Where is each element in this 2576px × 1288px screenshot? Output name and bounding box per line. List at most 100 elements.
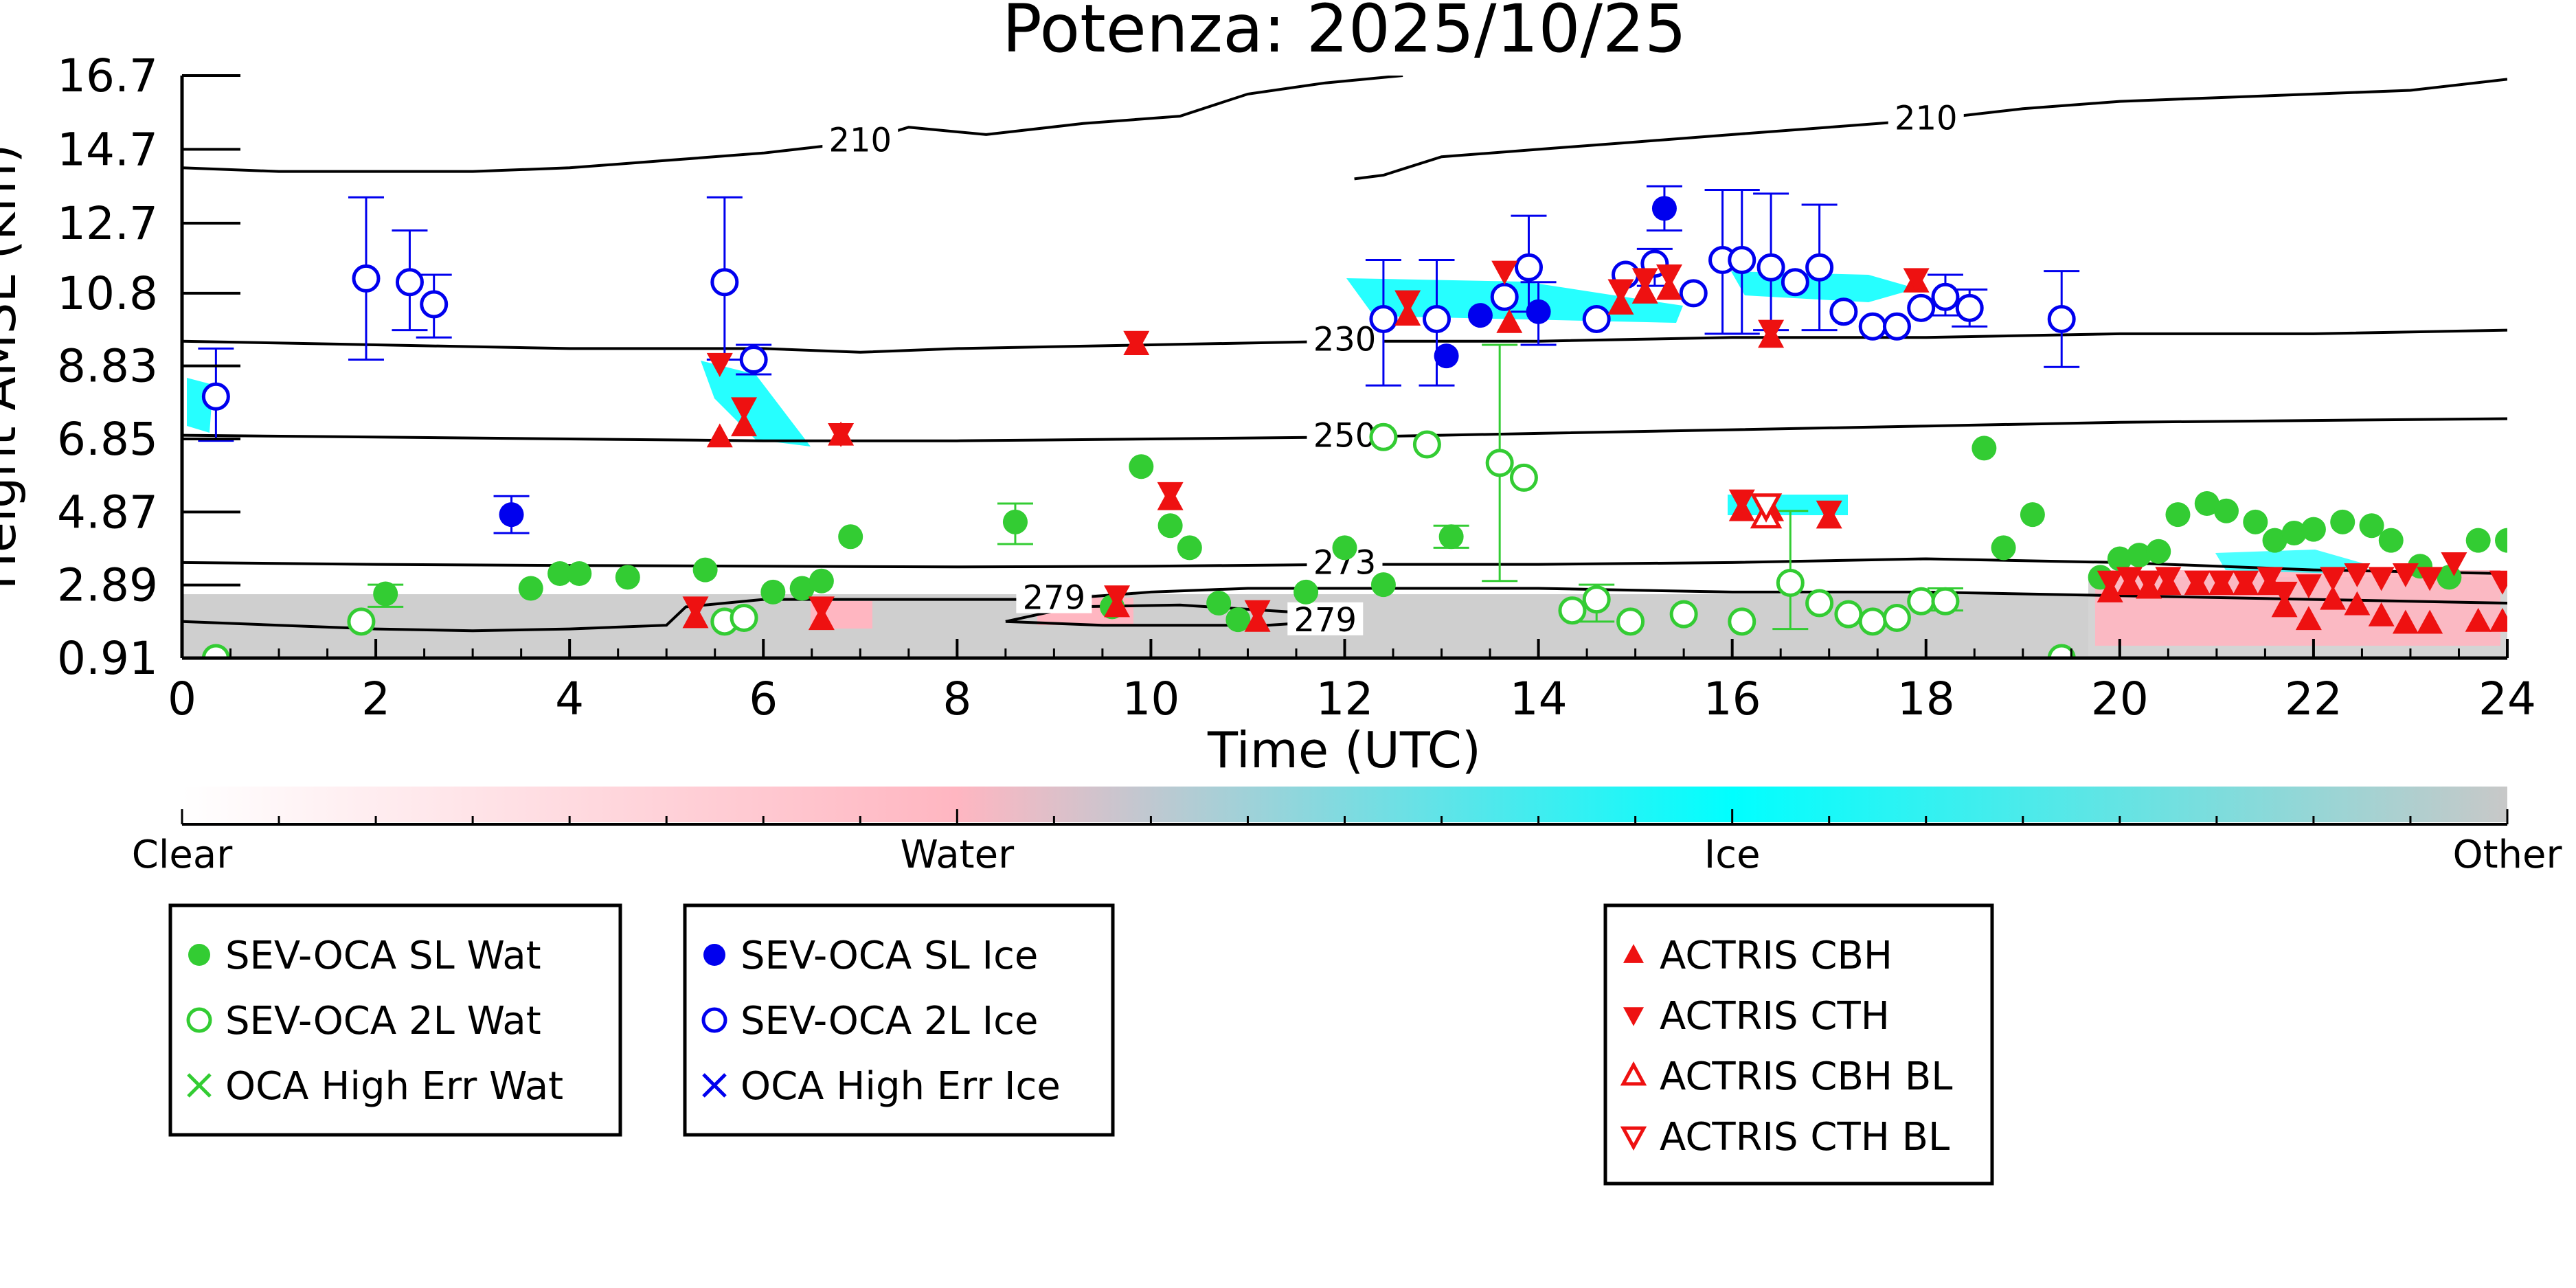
actris-cbh-point (1496, 308, 1523, 333)
actris-cbh-point (2489, 607, 2507, 632)
sev-oca-2l-ice-point (1422, 304, 1451, 333)
x-tick-label: 22 (2285, 673, 2342, 725)
legend-marker-sev-oca-2l-ice (701, 1007, 727, 1033)
legend-marker-sev-oca-2l-wat (186, 1007, 212, 1033)
sev-oca-2l-ice-point (420, 290, 449, 319)
sev-oca-2l-wat-point (1616, 607, 1645, 636)
actris-cth-point (2344, 563, 2371, 587)
sev-oca-sl-wat-point (518, 576, 543, 601)
actris-cth-point (2097, 570, 2123, 595)
contour-line-210 (1354, 78, 2507, 181)
sev-oca-2l-ice-point (1490, 282, 1519, 311)
actris-cth-point (1758, 319, 1785, 344)
sev-oca-2l-wat-point (1509, 463, 1538, 492)
sev-oca-2l-wat-point (201, 644, 230, 658)
sev-oca-2l-wat-point (1582, 585, 1611, 614)
x-tick-label: 18 (1897, 673, 1955, 725)
legend-entry-oca-high-err-ice: OCA High Err Ice (741, 1064, 1061, 1109)
y-tick-label: 12.7 (57, 197, 158, 250)
colorbar-label-ice: Ice (1704, 833, 1761, 877)
sev-oca-2l-ice-point (1829, 297, 1858, 326)
actris-cth-point (1491, 260, 1518, 285)
sev-oca-2l-ice-point (1679, 279, 1708, 308)
y-tick-label: 16.7 (57, 49, 158, 102)
sev-oca-sl-wat-point (838, 524, 863, 550)
actris-cth-point (2184, 570, 2211, 595)
sev-oca-sl-ice-point (1651, 196, 1677, 221)
legend-marker-oca-high-err-wat (187, 1073, 212, 1098)
sev-oca-2l-ice-point (395, 268, 424, 297)
legend-entry-actris-cbh-bl: ACTRIS CBH BL (1660, 1054, 1952, 1099)
legend-marker-actris-cbh-bl (1620, 1061, 1647, 1086)
sev-oca-sl-wat-point (1332, 535, 1357, 561)
sev-oca-2l-ice-point (2047, 304, 2076, 333)
y-tick-label: 6.85 (57, 413, 158, 466)
legend-entry-sev-oca-2l-ice: SEV-OCA 2L Ice (741, 999, 1038, 1043)
sev-oca-sl-ice-point (499, 502, 524, 528)
sev-oca-sl-wat-point (2378, 528, 2404, 553)
sev-oca-2l-ice-point (710, 268, 739, 297)
actris-cbh-point (731, 412, 758, 437)
sev-oca-2l-ice-point (1907, 293, 1936, 322)
actris-cbh-point (2368, 602, 2395, 626)
sev-oca-2l-ice-point (1369, 304, 1398, 333)
sev-oca-sl-wat-point (615, 565, 640, 590)
sev-oca-sl-wat-point (2262, 528, 2287, 553)
sev-oca-2l-wat-point (1907, 587, 1936, 615)
contour-label: 279 (1293, 601, 1357, 640)
actris-cth-point (808, 596, 835, 621)
actris-cbh-point (2344, 591, 2371, 615)
sev-oca-2l-wat-point (1369, 422, 1398, 451)
legend-entry-oca-high-err-wat: OCA High Err Wat (225, 1064, 563, 1109)
sev-oca-sl-wat-point (2281, 520, 2307, 545)
legend-marker-actris-cth (1623, 1007, 1644, 1026)
sev-oca-sl-wat-point (809, 568, 834, 594)
sev-oca-2l-wat-point (1728, 607, 1756, 636)
sev-oca-sl-wat-point (1177, 535, 1202, 561)
sev-oca-sl-wat-point (789, 576, 815, 601)
x-tick-label: 20 (2091, 673, 2149, 725)
actris-cth-point (2295, 574, 2322, 599)
chart-title: Potenza: 2025/10/25 (1002, 0, 1686, 67)
actris-cth-point (1816, 500, 1842, 525)
sev-oca-sl-ice-point (1467, 303, 1493, 328)
sev-oca-2l-ice-point (1756, 253, 1785, 282)
colorbar-label-clear: Clear (132, 833, 233, 877)
x-tick-label: 14 (1510, 673, 1568, 725)
contour-line-210 (182, 76, 1403, 173)
sev-oca-sl-ice-point (1434, 343, 1459, 369)
legend-marker-actris-cth-bl (1620, 1126, 1647, 1151)
actris-cth-point (1607, 279, 1634, 304)
sev-oca-sl-wat-point (567, 561, 592, 587)
sev-oca-sl-wat-point (1002, 509, 1028, 534)
contour-label-bg (1888, 100, 1964, 134)
sev-oca-sl-wat-point (2146, 539, 2171, 564)
sev-oca-2l-ice-point (1805, 253, 1834, 282)
actris-cbh-point (2417, 609, 2443, 634)
contour-label: 210 (828, 122, 892, 160)
sev-oca-sl-wat-point (2194, 490, 2219, 516)
sev-oca-2l-wat-point (347, 607, 376, 636)
actris-cbh-point (2465, 607, 2492, 632)
sev-oca-2l-ice-point (1955, 293, 1984, 322)
sev-oca-2l-wat-point (2047, 644, 2076, 658)
actris-cth-point (2271, 581, 2298, 606)
actris-cth-point (1244, 600, 1271, 624)
actris-cth-point (2320, 567, 2347, 591)
contour-label-bg (1307, 321, 1383, 355)
sev-oca-sl-wat-point (760, 579, 786, 605)
sev-oca-2l-wat-point (1882, 603, 1911, 632)
contour-label-bg (1016, 580, 1092, 613)
y-axis-label: Height AMSL (km) (0, 144, 27, 590)
sev-oca-2l-ice-point (1728, 246, 1756, 275)
sev-oca-2l-ice-point (739, 346, 768, 374)
sev-oca-2l-ice-point (1781, 268, 1809, 297)
sev-oca-sl-wat-point (2243, 509, 2268, 534)
actris-cth-point (828, 422, 855, 447)
sev-oca-sl-wat-point (1971, 436, 1997, 461)
sev-oca-2l-ice-point (1882, 312, 1911, 341)
legend-entry-actris-cth: ACTRIS CTH (1660, 994, 1890, 1039)
sev-oca-sl-wat-point (2107, 546, 2132, 572)
actris-cth-point (1903, 268, 1930, 293)
